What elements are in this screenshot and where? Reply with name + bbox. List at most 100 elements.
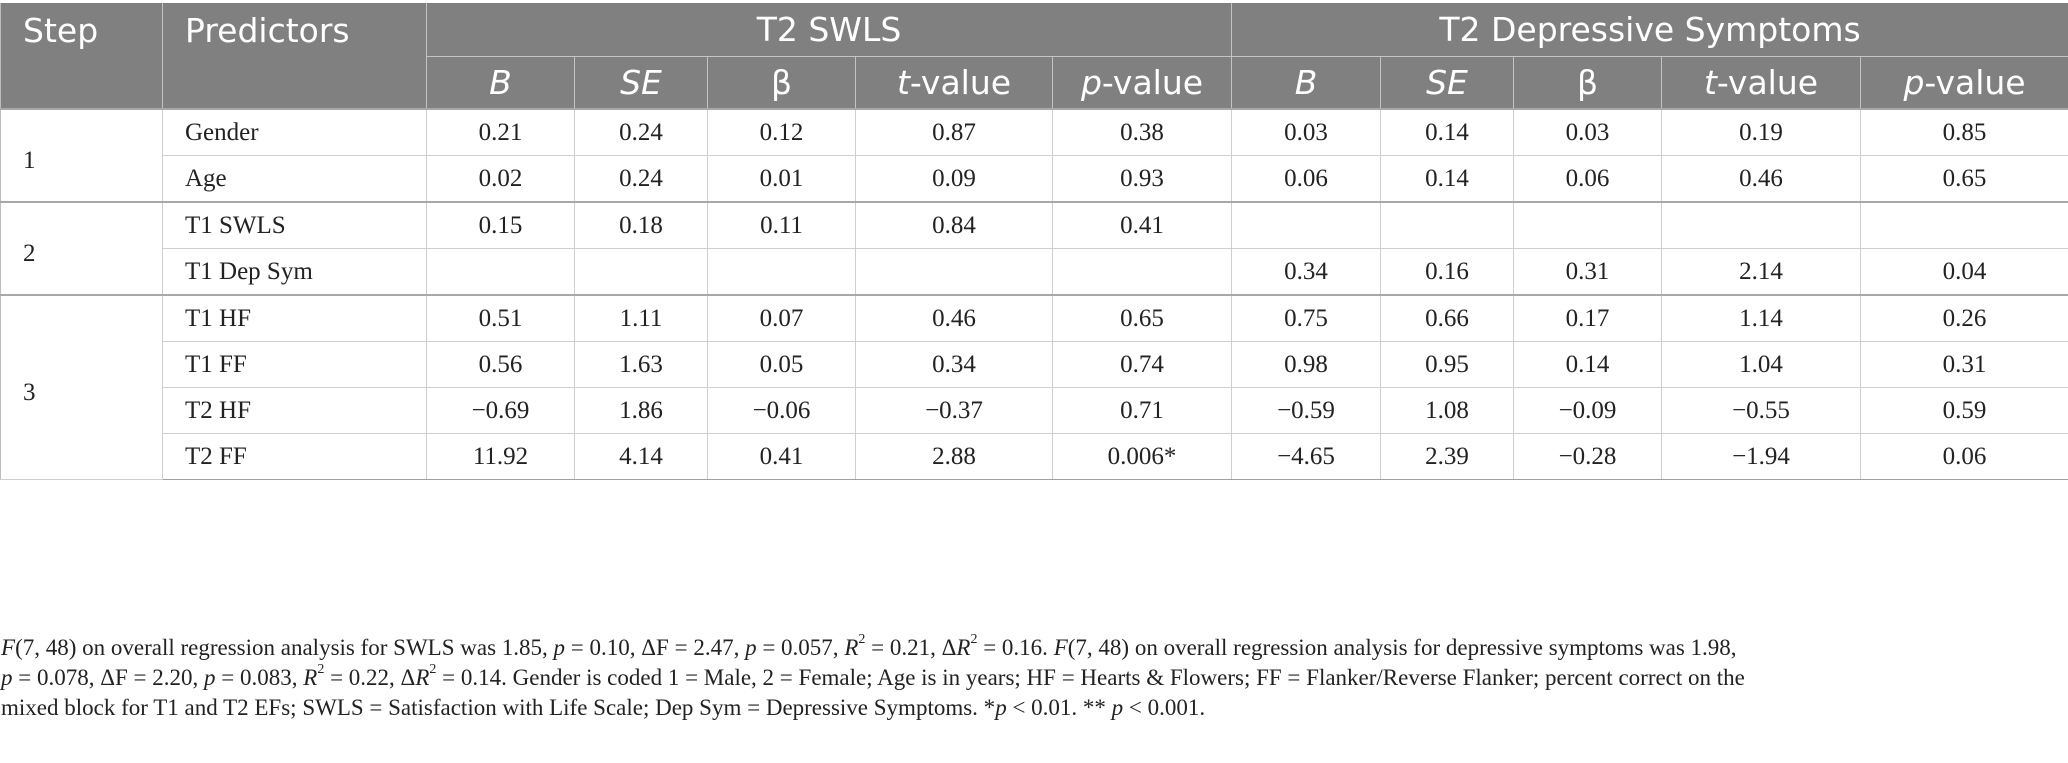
table-row: 3 T1 HF 0.51 1.11 0.07 0.46 0.65 0.75 0.… (0, 294, 2068, 480)
value-cell (574, 248, 708, 296)
header-step: Step (0, 3, 163, 110)
value-cell: 0.14 (1513, 341, 1663, 388)
header-group-swls: T2 SWLS (426, 3, 1233, 57)
value-cell: 0.41 (1052, 201, 1233, 249)
value-cell: 0.93 (1052, 155, 1233, 203)
header-predictors: Predictors (162, 3, 427, 110)
value-cell: 0.74 (1052, 341, 1233, 388)
value-cell: 0.21 (426, 108, 575, 156)
header-swls-beta: β (707, 56, 856, 110)
value-cell (1380, 201, 1515, 249)
predictor-cell: T1 FF (162, 341, 427, 388)
value-cell: −0.37 (855, 387, 1053, 434)
header-swls-b: B (426, 56, 575, 110)
value-cell: 0.15 (426, 201, 575, 249)
value-cell: 0.24 (574, 108, 708, 156)
value-cell: 2.14 (1661, 248, 1862, 296)
value-cell: 0.14 (1380, 155, 1515, 203)
footnote-line-1: F(7, 48) on overall regression analysis … (1, 632, 1737, 661)
regression-table: Step Predictors T2 SWLS T2 Depressive Sy… (0, 3, 2068, 480)
value-cell: 0.09 (855, 155, 1053, 203)
value-cell: −0.09 (1513, 387, 1663, 434)
value-cell: 1.08 (1380, 387, 1515, 434)
predictor-cell: Gender (162, 108, 427, 156)
value-cell: 0.31 (1860, 341, 2068, 388)
footnote-line-3: mixed block for T1 and T2 EFs; SWLS = Sa… (1, 695, 1206, 720)
value-cell: 1.63 (574, 341, 708, 388)
value-cell: 0.12 (707, 108, 856, 156)
step-cell: 2 (0, 201, 163, 296)
value-cell: 0.07 (707, 294, 856, 342)
value-cell: −0.06 (707, 387, 856, 434)
value-cell: 2.88 (855, 433, 1053, 480)
value-cell: 0.34 (855, 341, 1053, 388)
step-cell: 3 (0, 294, 163, 480)
value-cell (707, 248, 856, 296)
value-cell (1231, 201, 1382, 249)
value-cell: 0.34 (1231, 248, 1382, 296)
value-cell: 0.46 (855, 294, 1053, 342)
value-cell: 2.39 (1380, 433, 1515, 480)
value-cell: 0.14 (1380, 108, 1515, 156)
value-cell: 0.16 (1380, 248, 1515, 296)
value-cell: 0.24 (574, 155, 708, 203)
value-cell: 0.66 (1380, 294, 1515, 342)
value-cell: 0.46 (1661, 155, 1862, 203)
value-cell: 0.06 (1231, 155, 1382, 203)
value-cell: 0.03 (1231, 108, 1382, 156)
value-cell (855, 248, 1053, 296)
table-footnote: F(7, 48) on overall regression analysis … (1, 633, 2061, 723)
value-cell: 0.06 (1860, 433, 2068, 480)
predictor-cell: T2 HF (162, 387, 427, 434)
value-cell: 0.17 (1513, 294, 1663, 342)
value-cell: 0.59 (1860, 387, 2068, 434)
table-row: T1 Dep Sym 0.34 0.16 0.31 2.14 0.04 (1, 248, 2068, 296)
predictor-cell: Age (162, 155, 427, 203)
value-cell: 0.01 (707, 155, 856, 203)
value-cell (1661, 201, 1862, 249)
value-cell: 0.03 (1513, 108, 1663, 156)
value-cell: −0.69 (426, 387, 575, 434)
header-dep-b: B (1231, 56, 1382, 110)
value-cell: −4.65 (1231, 433, 1382, 480)
value-cell: 0.84 (855, 201, 1053, 249)
value-cell: 0.19 (1661, 108, 1862, 156)
value-cell (426, 248, 575, 296)
value-cell: 0.41 (707, 433, 856, 480)
table-row: Age 0.02 0.24 0.01 0.09 0.93 0.06 0.14 0… (1, 155, 2068, 203)
value-cell: 0.006* (1052, 433, 1233, 480)
header-dep-beta: β (1513, 56, 1663, 110)
predictor-cell: T2 FF (162, 433, 427, 480)
value-cell: 0.26 (1860, 294, 2068, 342)
predictor-cell: T1 SWLS (162, 201, 427, 249)
value-cell: 0.18 (574, 201, 708, 249)
value-cell: −0.59 (1231, 387, 1382, 434)
header-group-depressive: T2 Depressive Symptoms (1231, 3, 2068, 57)
value-cell: 0.06 (1513, 155, 1663, 203)
table-row: 2 T1 SWLS 0.15 0.18 0.11 0.84 0.41 (0, 201, 2068, 296)
value-cell: 1.86 (574, 387, 708, 434)
value-cell: 4.14 (574, 433, 708, 480)
value-cell: 0.56 (426, 341, 575, 388)
value-cell: 0.11 (707, 201, 856, 249)
step-cell: 1 (0, 108, 163, 203)
value-cell: −1.94 (1661, 433, 1862, 480)
value-cell (1052, 248, 1233, 296)
value-cell: 11.92 (426, 433, 575, 480)
value-cell: 0.65 (1052, 294, 1233, 342)
table-row: T2 HF −0.69 1.86 −0.06 −0.37 0.71 −0.59 … (1, 387, 2068, 434)
header-swls-se: SE (574, 56, 708, 110)
value-cell: 0.02 (426, 155, 575, 203)
value-cell: 0.05 (707, 341, 856, 388)
value-cell: 0.04 (1860, 248, 2068, 296)
value-cell: 0.38 (1052, 108, 1233, 156)
header-dep-t: t-value (1661, 56, 1862, 110)
value-cell: −0.28 (1513, 433, 1663, 480)
value-cell: 0.65 (1860, 155, 2068, 203)
value-cell: 1.04 (1661, 341, 1862, 388)
table-row: 1 Gender 0.21 0.24 0.12 0.87 0.38 0.03 0… (0, 108, 2068, 203)
predictor-cell: T1 Dep Sym (162, 248, 427, 296)
value-cell: 0.95 (1380, 341, 1515, 388)
value-cell (1860, 201, 2068, 249)
footnote-line-2: p = 0.078, ΔF = 2.20, p = 0.083, R2 = 0.… (1, 662, 1745, 691)
